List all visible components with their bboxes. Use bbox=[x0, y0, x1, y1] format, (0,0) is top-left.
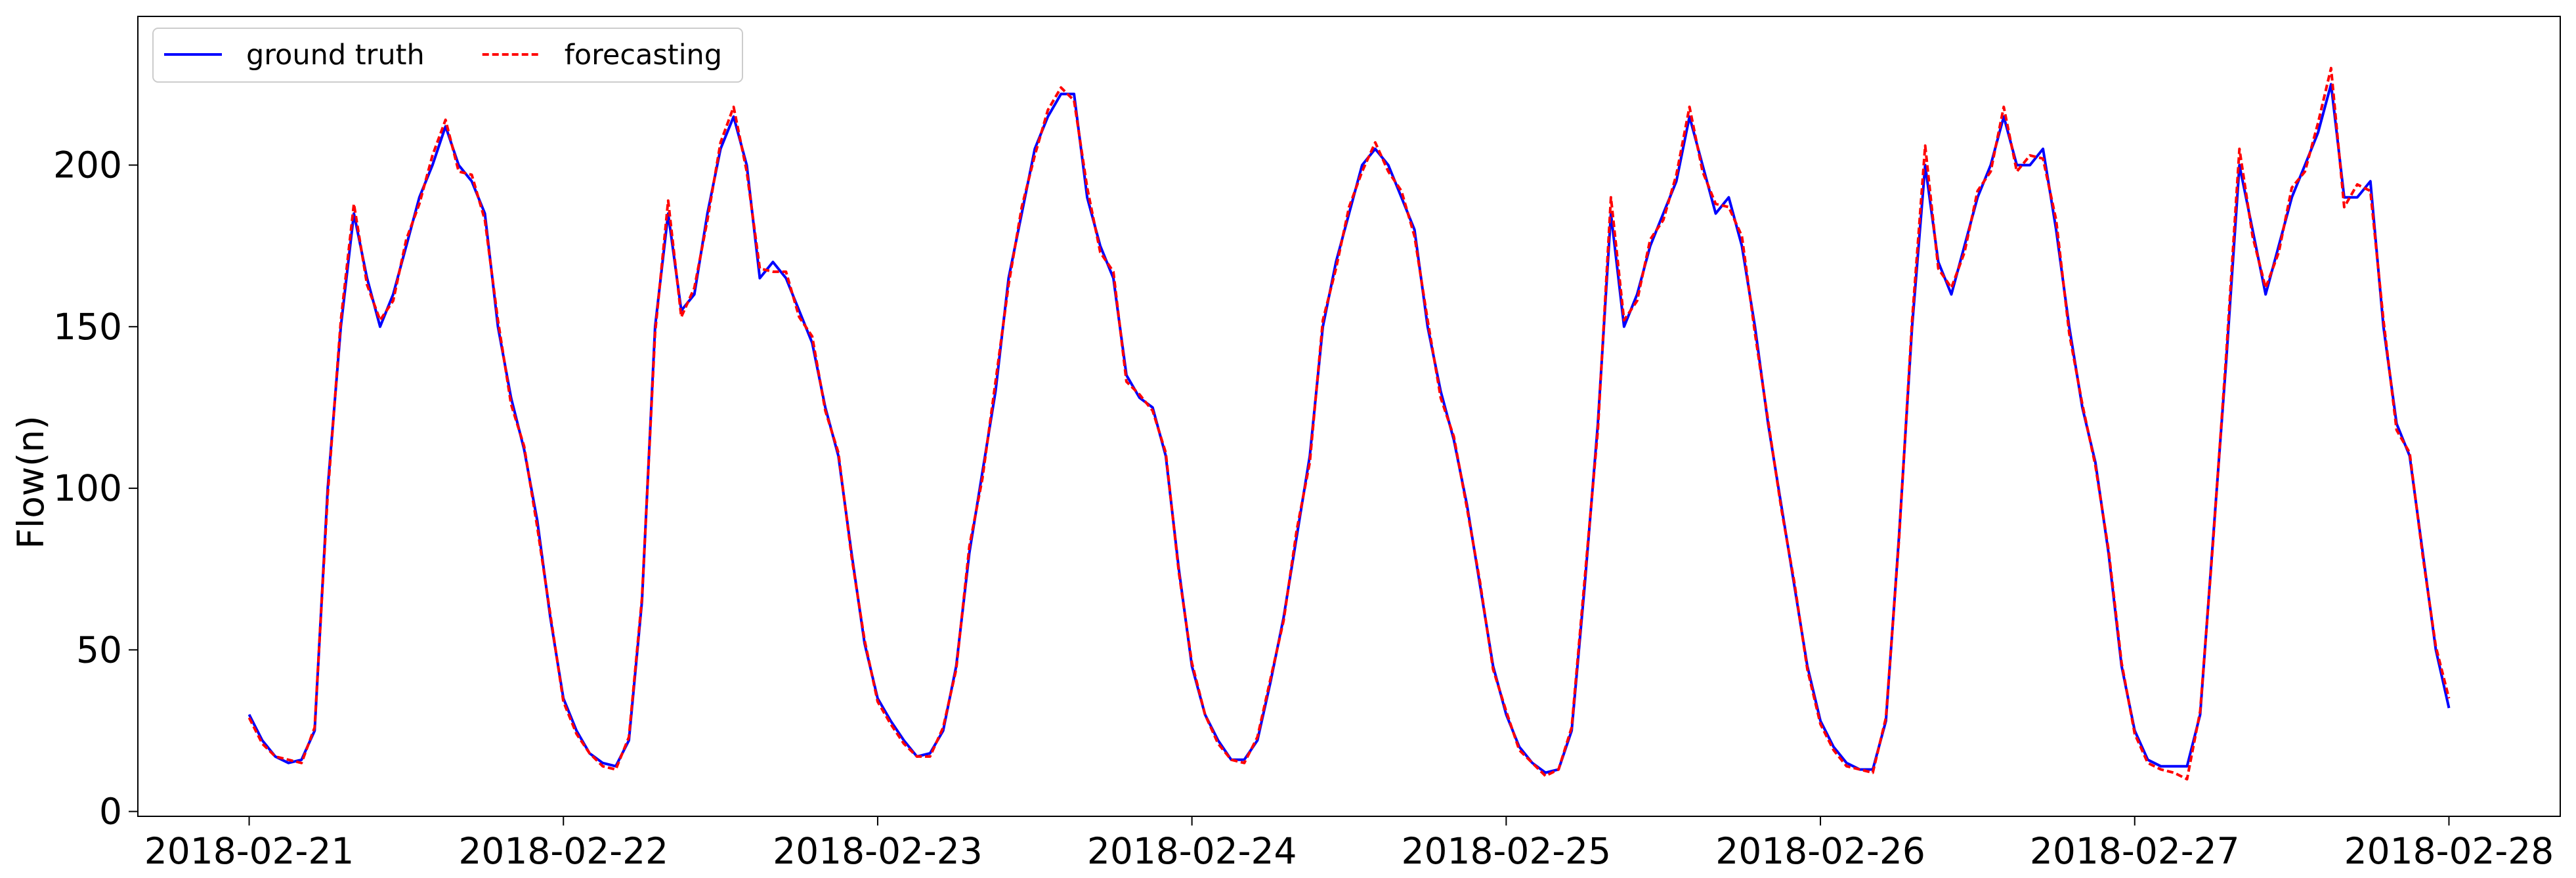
x-tick-label: 2018-02-26 bbox=[1715, 830, 1925, 872]
y-axis-label: Flow(n) bbox=[10, 415, 52, 549]
x-tick-label: 2018-02-22 bbox=[458, 830, 668, 872]
y-tick-label: 200 bbox=[53, 144, 122, 186]
plot-frame bbox=[137, 16, 2561, 817]
x-tick-label: 2018-02-23 bbox=[773, 830, 983, 872]
legend-box bbox=[152, 28, 743, 83]
line-series bbox=[247, 66, 2451, 781]
y-tick-label: 50 bbox=[76, 629, 122, 671]
legend-label: forecasting bbox=[565, 39, 722, 72]
legend-label: ground truth bbox=[246, 39, 425, 72]
x-tick-label: 2018-02-24 bbox=[1087, 830, 1297, 872]
y-tick-label: 150 bbox=[53, 306, 122, 348]
line-series bbox=[247, 83, 2451, 774]
x-tick-label: 2018-02-28 bbox=[2344, 830, 2554, 872]
x-tick-label: 2018-02-21 bbox=[144, 830, 354, 872]
x-tick-label: 2018-02-25 bbox=[1402, 830, 1612, 872]
x-tick-label: 2018-02-27 bbox=[2030, 830, 2240, 872]
y-tick-label: 0 bbox=[99, 791, 122, 833]
y-tick-label: 100 bbox=[53, 467, 122, 509]
